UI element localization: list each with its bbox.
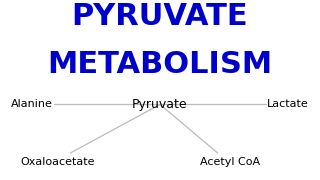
Text: Alanine: Alanine	[11, 99, 53, 109]
Text: Acetyl CoA: Acetyl CoA	[200, 157, 260, 167]
Text: Lactate: Lactate	[267, 99, 309, 109]
Text: PYRUVATE: PYRUVATE	[72, 2, 248, 31]
Text: Pyruvate: Pyruvate	[132, 98, 188, 111]
Text: METABOLISM: METABOLISM	[47, 50, 273, 79]
Text: Oxaloacetate: Oxaloacetate	[20, 157, 95, 167]
